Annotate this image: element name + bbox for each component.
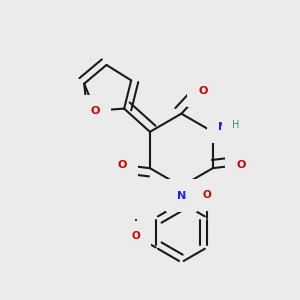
Text: O: O [203,190,212,200]
Text: O: O [117,160,127,170]
Text: O: O [132,231,141,241]
Text: O: O [236,160,246,170]
Text: O: O [198,85,208,96]
Text: N: N [218,122,227,132]
Text: O: O [90,106,100,116]
Text: H: H [232,120,239,130]
Text: N: N [177,190,186,201]
